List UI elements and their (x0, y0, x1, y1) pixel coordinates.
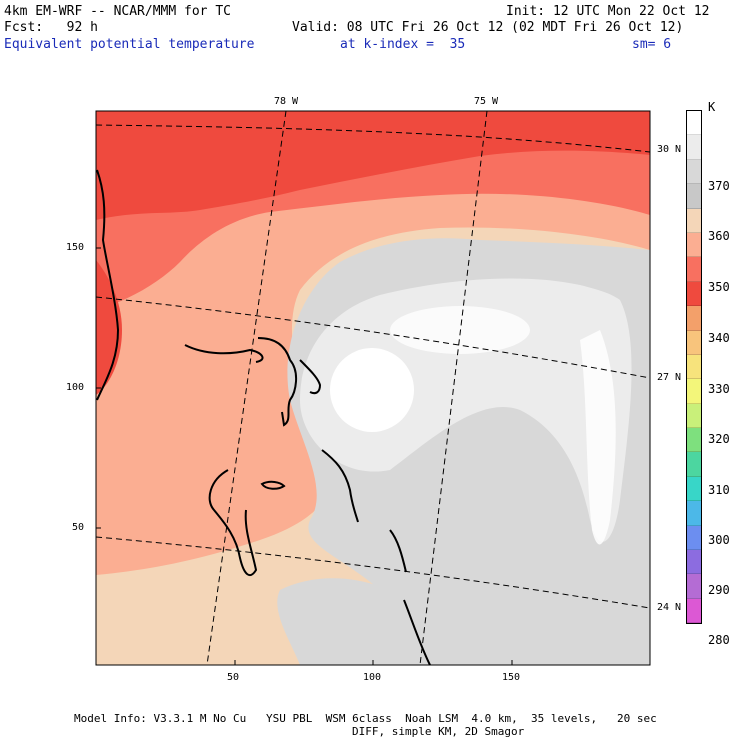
forecast-hour: Fcst: 92 h (4, 20, 98, 35)
lon-label-75w: 75 W (474, 96, 499, 107)
model-info-diffusion: DIFF, simple KM, 2D Smagor (352, 725, 525, 738)
legend-swatch (687, 598, 701, 624)
legend-swatch (687, 306, 701, 331)
coastline (96, 169, 431, 665)
color-legend (686, 110, 702, 625)
legend-swatch (687, 330, 701, 355)
x-tick-label: 100 (363, 672, 382, 683)
legend-label: 330 (708, 382, 730, 396)
legend-unit: K (708, 100, 716, 114)
legend-label: 340 (708, 331, 730, 345)
legend-swatch (687, 501, 701, 526)
map-field (96, 111, 650, 665)
legend-swatch (687, 403, 701, 429)
lat-label-27n: 27 N (657, 372, 682, 383)
legend-label: 290 (708, 583, 730, 597)
legend-swatch (687, 550, 701, 575)
legend-label: 370 (708, 179, 730, 193)
legend-swatch (687, 574, 701, 599)
init-time: Init: 12 UTC Mon 22 Oct 12 (506, 4, 710, 19)
model-title: 4km EM-WRF -- NCAR/MMM for TC (4, 4, 231, 19)
legend-swatch (687, 525, 701, 551)
legend-label: 320 (708, 432, 730, 446)
y-tick-label: 50 (72, 522, 85, 533)
legend-label: 280 (708, 633, 730, 647)
valid-time: Valid: 08 UTC Fri 26 Oct 12 (02 MDT Fri … (292, 20, 684, 35)
legend-swatch (687, 159, 701, 185)
legend-swatch (687, 354, 701, 380)
lon-label-78w: 78 W (274, 96, 299, 107)
legend-swatch (687, 208, 701, 233)
smoothing: sm= 6 (632, 37, 672, 52)
legend-label: 360 (708, 229, 730, 243)
legend-swatch (687, 111, 701, 136)
k-index: at k-index = 35 (340, 37, 466, 52)
x-tick-label: 150 (502, 672, 521, 683)
x-tick-label: 50 (227, 672, 240, 683)
lat-label-24n: 24 N (657, 602, 682, 613)
legend-swatch (687, 257, 701, 282)
legend-label: 350 (708, 280, 730, 294)
axis-ticks (96, 247, 513, 665)
legend-swatch (687, 281, 701, 307)
legend-swatch (687, 428, 701, 453)
legend-swatch (687, 184, 701, 209)
lat-label-30n: 30 N (657, 144, 682, 155)
model-info: Model Info: V3.3.1 M No Cu YSU PBL WSM 6… (74, 712, 657, 725)
y-tick-label: 100 (66, 382, 85, 393)
legend-label: 310 (708, 483, 730, 497)
legend-swatch (687, 452, 701, 477)
legend-label: 300 (708, 533, 730, 547)
field-name: Equivalent potential temperature (4, 37, 255, 52)
graticule (96, 111, 650, 665)
legend-swatch (687, 135, 701, 160)
y-tick-label: 150 (66, 242, 85, 253)
legend-swatch (687, 232, 701, 258)
legend-swatch (687, 476, 701, 502)
legend-swatch (687, 379, 701, 404)
